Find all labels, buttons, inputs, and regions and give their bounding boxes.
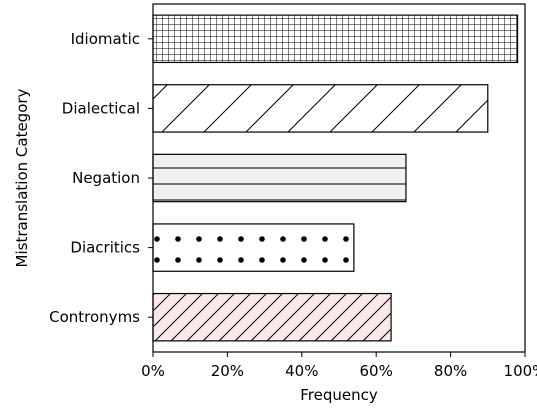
bars-group bbox=[152, 14, 519, 342]
x-tick-label: 60% bbox=[360, 362, 393, 380]
y-tick-label-negation: Negation bbox=[72, 169, 140, 187]
bar-hatch-negation bbox=[152, 153, 407, 203]
x-axis: 0% 20% 40% 60% 80% 100% bbox=[141, 352, 537, 380]
bar-hatch-contronyms bbox=[152, 292, 392, 342]
x-tick-label: 100% bbox=[504, 362, 537, 380]
y-tick-label-dialectical: Dialectical bbox=[62, 99, 140, 117]
y-axis: Idiomatic Dialectical Negation Diacritics Co… bbox=[49, 30, 153, 326]
bar-hatch-idiomatic bbox=[152, 14, 519, 64]
y-axis-title: Mistranslation Category bbox=[13, 88, 31, 267]
y-tick-label-contronyms: Contronyms bbox=[49, 308, 140, 326]
bar-hatch-diacritics bbox=[152, 223, 355, 272]
x-tick-label: 0% bbox=[141, 362, 165, 380]
y-tick-label-diacritics: Diacritics bbox=[70, 239, 140, 257]
x-tick-label: 80% bbox=[434, 362, 467, 380]
x-tick-label: 20% bbox=[211, 362, 244, 380]
bar-hatch-dialectical bbox=[152, 84, 489, 133]
x-axis-title: Frequency bbox=[300, 386, 378, 404]
x-tick-label: 40% bbox=[285, 362, 318, 380]
y-tick-label-idiomatic: Idiomatic bbox=[71, 30, 140, 48]
